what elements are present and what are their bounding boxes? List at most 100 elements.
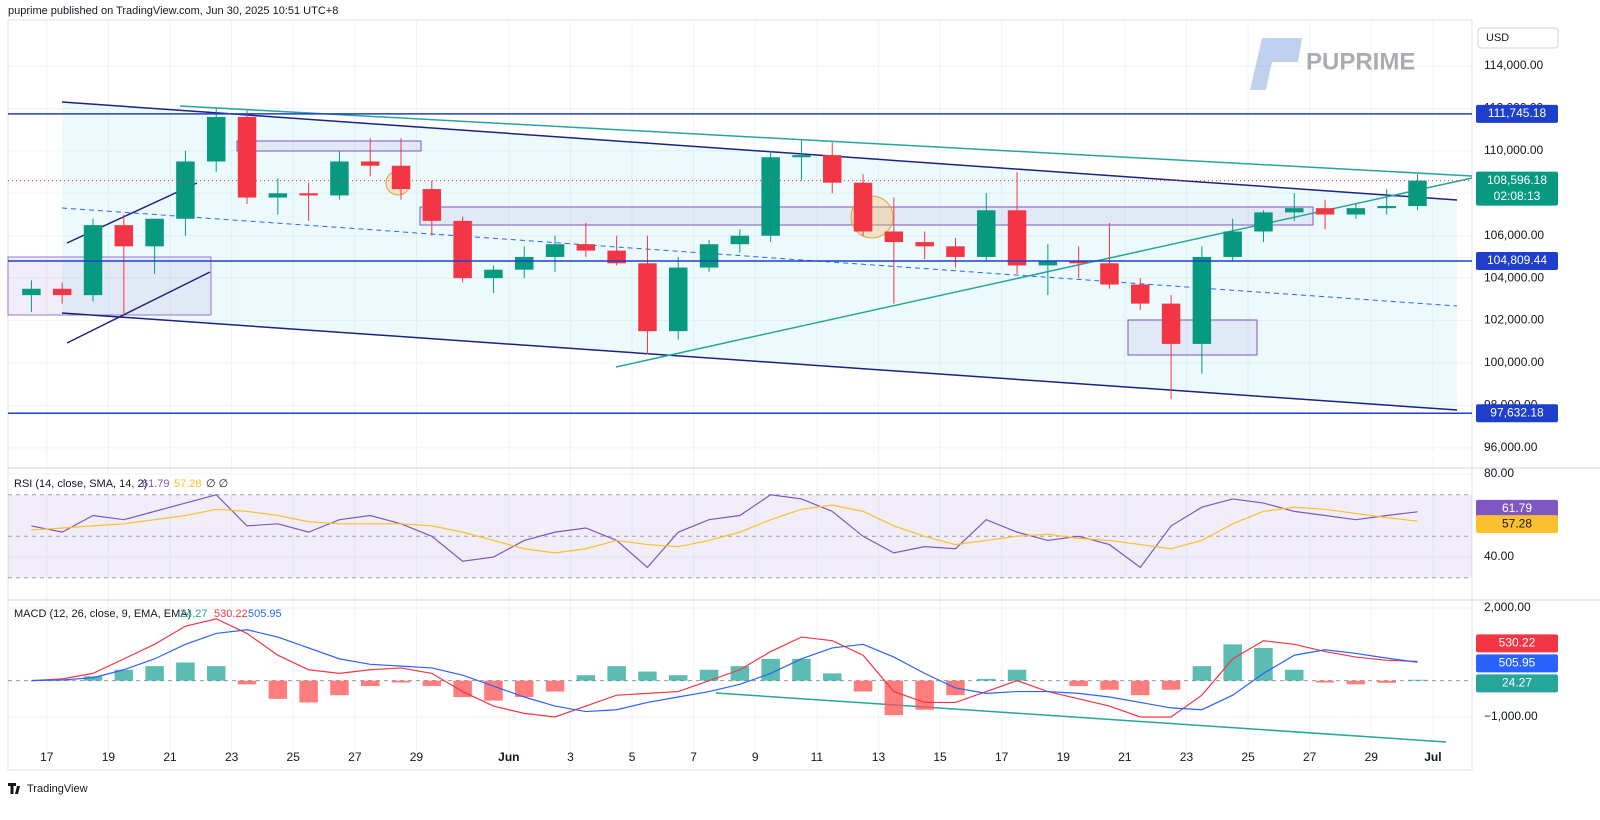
y-tick-label: 102,000.00 (1484, 313, 1544, 327)
histogram-bar (1408, 679, 1427, 681)
histogram-bar (268, 680, 288, 699)
candle-body (1408, 180, 1427, 207)
candle-body (52, 288, 72, 296)
histogram-bar (977, 678, 996, 681)
y-tick-label: 96,000.00 (1484, 440, 1538, 454)
histogram-bar (1285, 669, 1304, 681)
candle-body (360, 161, 380, 166)
histogram-bar (915, 680, 934, 710)
y-tick-label: 114,000.00 (1484, 58, 1543, 72)
histogram-bar (145, 666, 164, 681)
y-tick-label: 106,000.00 (1484, 228, 1544, 242)
price-line-label-box (1476, 251, 1558, 270)
candle-body (1131, 284, 1150, 304)
histogram-bar (1377, 680, 1396, 683)
candle-body (638, 263, 657, 332)
candle-body (977, 210, 996, 257)
histogram-bar (453, 680, 472, 698)
histogram-bar (545, 680, 565, 692)
indicator-na: ∅ ∅ (206, 478, 228, 490)
candle-body (176, 161, 195, 219)
macd-axis-label-text: 505.95 (1499, 656, 1536, 670)
candle-body (761, 157, 780, 236)
candle-body (1161, 303, 1181, 344)
macd-axis-label-text: 530.22 (1499, 636, 1536, 650)
x-tick-label: Jun (498, 750, 519, 764)
histogram-bar (638, 671, 657, 681)
histogram-bar (699, 669, 719, 681)
x-tick-label: 27 (1303, 750, 1317, 764)
histogram-bar (1223, 644, 1242, 681)
x-tick-label: 7 (690, 750, 697, 764)
candle-body (884, 231, 904, 243)
histogram-bar (730, 666, 750, 681)
histogram-bar (114, 669, 134, 681)
indicator-value: 24.27 (180, 608, 208, 620)
indicator-line (31, 494, 1418, 569)
y-tick-label: −1,000.00 (1484, 709, 1538, 723)
price-line-label-text: 111,745.18 (1488, 106, 1547, 120)
histogram-bar (1254, 647, 1273, 681)
zone-box (1127, 319, 1258, 356)
histogram-bar (792, 658, 811, 681)
candle-body (792, 155, 811, 158)
histogram-bar (853, 680, 873, 692)
indicator-value: 61.79 (142, 478, 170, 490)
rsi-axis-label-text: 57.28 (1502, 516, 1532, 530)
histogram-bar (1007, 669, 1027, 681)
histogram-bar (514, 680, 534, 698)
indicator-value: 530.22 (214, 608, 248, 620)
candle-body (1038, 261, 1058, 266)
y-tick-label: 104,000.00 (1484, 270, 1544, 284)
last-price-box (1476, 171, 1558, 206)
macd-axis-label-box (1476, 654, 1558, 673)
histogram-bar (576, 675, 596, 681)
candle-body (114, 225, 134, 247)
x-tick-label: 27 (348, 750, 362, 764)
x-tick-label: 11 (811, 750, 824, 764)
candle-body (823, 155, 842, 183)
rsi-axis-label-box (1476, 499, 1558, 518)
candle-body (1346, 208, 1366, 215)
histogram-bar (1069, 680, 1088, 687)
candle-body (946, 246, 965, 257)
histogram-bar (422, 680, 442, 687)
candle-body (145, 218, 164, 247)
candle-body (391, 165, 411, 190)
footer-text: TradingView (27, 783, 88, 795)
x-tick-label: 21 (163, 750, 177, 764)
candle-body (83, 225, 103, 296)
candle-body (1315, 208, 1335, 215)
candle-body (206, 116, 226, 162)
candle-body (576, 244, 596, 251)
candle-body (237, 116, 257, 198)
histogram-bar (1100, 680, 1119, 690)
x-tick-label: 25 (1241, 750, 1255, 764)
candle-body (1007, 210, 1027, 266)
channel-upper (61, 101, 1458, 201)
histogram-bar (1315, 680, 1335, 683)
histogram-bar (330, 680, 349, 696)
x-tick-label: 9 (752, 750, 759, 764)
y-tick-label: 2,000.00 (1484, 600, 1531, 614)
candle-body (22, 288, 41, 296)
candle-body (730, 235, 750, 245)
x-tick-label: 19 (1057, 750, 1071, 764)
y-tick-label: 100,000.00 (1484, 355, 1544, 369)
currency-box[interactable] (1477, 27, 1559, 49)
x-tick-label: 17 (40, 750, 54, 764)
histogram-bar (83, 676, 103, 681)
price-line-label-text: 97,632.18 (1490, 405, 1544, 419)
histogram-bar (1192, 666, 1212, 681)
x-tick-label: 5 (629, 750, 636, 764)
candle-body (853, 182, 873, 232)
candle-body (1254, 212, 1273, 232)
candle-body (268, 193, 288, 198)
x-tick-label: 29 (1365, 750, 1379, 764)
histogram-bar (1161, 680, 1181, 690)
watermark: PUPRIME (1250, 38, 1415, 90)
candle-body (669, 267, 688, 332)
channel-lower (61, 312, 1458, 411)
tv-logo (8, 783, 20, 794)
